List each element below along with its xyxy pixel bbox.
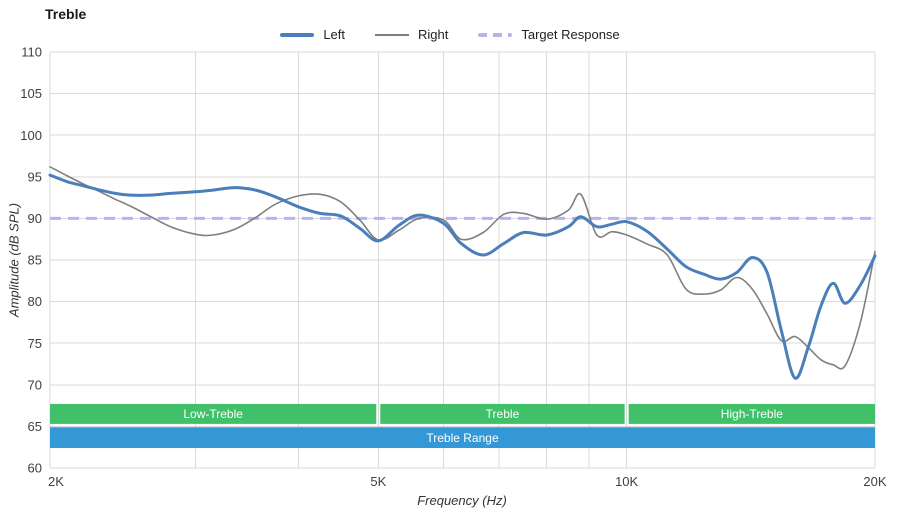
y-tick-label: 90: [28, 211, 42, 226]
x-tick-label: 2K: [48, 474, 64, 489]
y-tick-label: 100: [20, 128, 42, 143]
x-axis-label: Frequency (Hz): [417, 493, 507, 508]
legend-item-target-response[interactable]: Target Response: [478, 27, 620, 42]
y-tick-label: 60: [28, 461, 42, 476]
legend-label-left: Left: [323, 27, 346, 42]
y-tick-label: 95: [28, 169, 42, 184]
band-label-high-treble: High-Treble: [721, 407, 784, 421]
legend-item-left[interactable]: Left: [280, 27, 345, 42]
right-line-swatch: [375, 33, 410, 36]
band-label-treble: Treble: [486, 407, 520, 421]
target-response-line-swatch: [478, 32, 513, 37]
y-tick-label: 75: [28, 336, 42, 351]
legend: Left Right Target Response: [0, 27, 900, 42]
y-tick-label: 70: [28, 377, 42, 392]
y-tick-label: 65: [28, 419, 42, 434]
y-axis-label: Amplitude (dB SPL): [6, 202, 22, 318]
legend-label-right: Right: [418, 27, 449, 42]
y-tick-label: 80: [28, 294, 42, 309]
y-tick-label: 85: [28, 253, 42, 268]
x-tick-label: 20K: [863, 474, 886, 489]
series-line-right: [49, 166, 876, 370]
x-tick-label: 5K: [370, 474, 386, 489]
band-treble-range: [50, 427, 875, 449]
y-tick-label: 105: [20, 86, 42, 101]
legend-label-target-response: Target Response: [521, 27, 620, 42]
gridlines: [49, 51, 876, 469]
band-high-treble: [628, 403, 875, 424]
left-line-swatch: [280, 32, 315, 37]
y-tick-label: 110: [21, 45, 42, 60]
y-tick-labels: 60 65 70 75 80 85 90 95 100 105 110: [20, 45, 42, 476]
band-treble: [380, 403, 625, 424]
band-low-treble: [50, 403, 377, 424]
series-line-left: [48, 173, 877, 380]
legend-item-right[interactable]: Right: [375, 27, 448, 42]
x-tick-label: 10K: [615, 474, 638, 489]
band-label-low-treble: Low-Treble: [183, 407, 243, 421]
chart-title: Treble: [45, 6, 87, 22]
band-label-treble-range: Treble Range: [426, 431, 499, 445]
x-tick-labels: 2K 5K 10K 20K: [48, 474, 887, 489]
